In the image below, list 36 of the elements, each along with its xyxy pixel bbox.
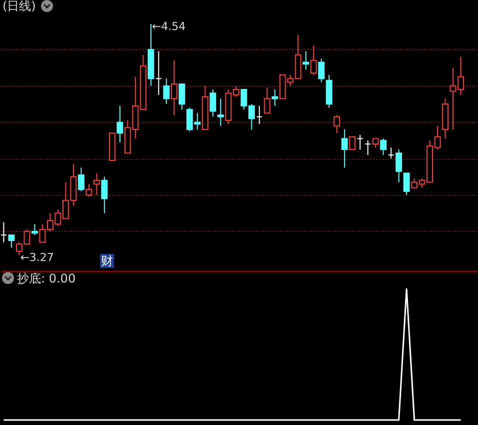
candlestick bbox=[388, 147, 394, 160]
candlestick bbox=[256, 105, 263, 125]
candlestick bbox=[210, 88, 216, 118]
annotation: ←4.54 bbox=[152, 20, 186, 33]
candlestick bbox=[170, 60, 178, 116]
annotation: ←3.27 bbox=[20, 251, 54, 264]
candlestick bbox=[334, 114, 340, 134]
candlestick bbox=[326, 74, 332, 108]
candlestick bbox=[349, 136, 356, 150]
candlestick bbox=[78, 167, 84, 192]
candlestick bbox=[155, 50, 162, 96]
candlestick bbox=[302, 50, 310, 70]
candlestick bbox=[364, 140, 372, 156]
annotation: 财 bbox=[100, 254, 114, 268]
candlestick bbox=[372, 138, 379, 148]
chart-title: 抄底: 0.00 bbox=[17, 271, 76, 286]
candlestick bbox=[264, 87, 270, 114]
candlestick bbox=[217, 98, 224, 126]
candlestick bbox=[86, 184, 92, 198]
candlestick bbox=[0, 222, 7, 243]
candlestick bbox=[318, 58, 325, 83]
candlestick bbox=[310, 45, 317, 76]
candlestick bbox=[380, 138, 387, 156]
chart-title: (日线) bbox=[2, 0, 36, 13]
candlestick bbox=[178, 84, 186, 110]
candlestick bbox=[93, 172, 100, 196]
candlestick bbox=[356, 134, 364, 150]
candlestick bbox=[101, 176, 108, 214]
candlestick bbox=[163, 78, 170, 105]
candlestick bbox=[116, 105, 124, 143]
candlestick bbox=[396, 149, 402, 183]
candlestick bbox=[403, 172, 410, 196]
candlestick bbox=[31, 224, 38, 236]
candlestick bbox=[272, 88, 278, 106]
candlestick bbox=[341, 128, 348, 168]
candlestick bbox=[8, 234, 15, 248]
